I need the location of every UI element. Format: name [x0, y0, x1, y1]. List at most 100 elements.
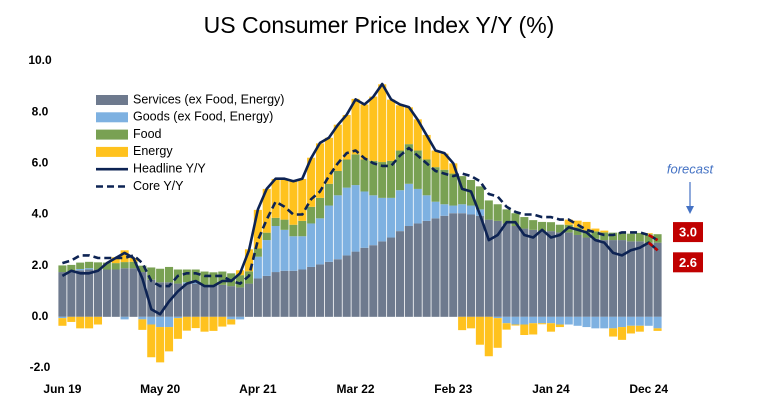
bar-segment	[360, 159, 369, 192]
bar-segment	[520, 316, 529, 325]
bar-segment	[626, 233, 635, 242]
bar-segment	[147, 324, 156, 358]
forecast-segment	[648, 233, 659, 242]
legend-swatch	[96, 129, 128, 140]
bar-segment	[360, 247, 369, 317]
bar-segment	[387, 160, 396, 198]
y-tick-label: 4.0	[32, 207, 49, 221]
bar-segment	[387, 197, 396, 238]
bar-segment	[227, 319, 236, 325]
bar-segment	[573, 234, 582, 317]
bar-segment	[58, 272, 67, 317]
bar-segment	[440, 215, 449, 317]
forecast-label: 2.6	[679, 255, 697, 270]
bar-segment	[315, 197, 325, 219]
bar-segment	[555, 232, 564, 317]
bar-segment	[502, 209, 511, 224]
bar-segment	[307, 206, 316, 224]
bar-segment	[440, 204, 449, 216]
bar-segment	[191, 283, 200, 317]
bar-segment	[289, 181, 298, 225]
bar-segment	[617, 232, 627, 241]
bar-segment	[422, 159, 431, 196]
annotation-arrowhead	[686, 206, 694, 214]
bar-segment	[156, 268, 165, 283]
bar-segment	[298, 178, 307, 221]
bar-segment	[422, 195, 431, 221]
bar-segment	[85, 261, 94, 269]
bar-segment	[555, 316, 564, 325]
bar-segment	[458, 204, 467, 214]
bar-segment	[156, 316, 165, 328]
bar-segment	[538, 316, 547, 324]
x-tick-label: Jan 24	[532, 382, 570, 396]
bar-segment	[546, 323, 556, 332]
bar-segment	[280, 219, 289, 230]
bar-segment	[156, 327, 165, 363]
bar-segment	[76, 262, 85, 269]
bar-segment	[129, 268, 138, 317]
bar-segment	[271, 217, 280, 227]
bar-segment	[626, 241, 635, 317]
bar-segment	[404, 107, 413, 145]
bar-segment	[502, 323, 511, 330]
bar-segment	[164, 327, 174, 352]
bar-segment	[600, 316, 609, 329]
bar-segment	[342, 187, 351, 256]
bar-segment	[236, 316, 245, 320]
bar-segment	[85, 268, 94, 270]
bar-segment	[369, 96, 378, 161]
bar-segment	[395, 105, 405, 151]
bar-segment	[351, 98, 360, 155]
bar-segment	[378, 162, 387, 198]
bar-segment	[564, 232, 573, 317]
bar-segment	[635, 316, 644, 326]
bar-segment	[484, 200, 493, 220]
bar-segment	[529, 323, 538, 335]
y-tick-label: -2.0	[30, 360, 51, 374]
bar-segment	[564, 316, 573, 325]
bar-segment	[280, 229, 289, 271]
bar-segment	[653, 234, 662, 243]
bar-segment	[617, 327, 627, 340]
bar-segment	[431, 218, 440, 317]
bar-segment	[120, 316, 129, 320]
bar-segment	[93, 269, 103, 317]
bar-segment	[635, 325, 644, 332]
bar-segment	[76, 316, 85, 329]
bar-segment	[609, 240, 618, 317]
forecast-label-box	[673, 222, 703, 243]
bar-segment	[253, 209, 262, 249]
bar-segment	[164, 266, 174, 283]
bar-segment	[298, 269, 307, 317]
bar-segment	[395, 231, 405, 317]
bar-segment	[466, 316, 476, 329]
bar-segment	[147, 267, 156, 280]
bar-segment	[458, 316, 467, 331]
bar-segment	[546, 222, 556, 232]
bar-segment	[182, 283, 191, 317]
bar-segment	[138, 316, 147, 320]
bar-segment	[538, 231, 547, 317]
bar-segment	[360, 191, 369, 248]
bar-segment	[653, 242, 662, 317]
bar-segment	[582, 237, 591, 317]
bar-segment	[529, 229, 538, 317]
bar-segment	[413, 119, 422, 151]
bar-segment	[502, 223, 511, 317]
bar-segment	[218, 284, 227, 317]
bar-segment	[85, 316, 94, 329]
bar-segment	[475, 215, 484, 317]
legend-label: Goods (ex Food, Energy)	[133, 110, 273, 124]
bar-segment	[617, 316, 627, 328]
y-tick-label: 0.0	[32, 309, 49, 323]
bar-segment	[493, 318, 502, 348]
bar-segment	[529, 316, 538, 324]
bar-segment	[262, 240, 271, 276]
bar-segment	[102, 269, 111, 317]
bar-segment	[58, 318, 67, 326]
legend-label: Services (ex Food, Energy)	[133, 92, 284, 106]
bar-segment	[289, 236, 298, 271]
bar-segment	[67, 264, 76, 272]
